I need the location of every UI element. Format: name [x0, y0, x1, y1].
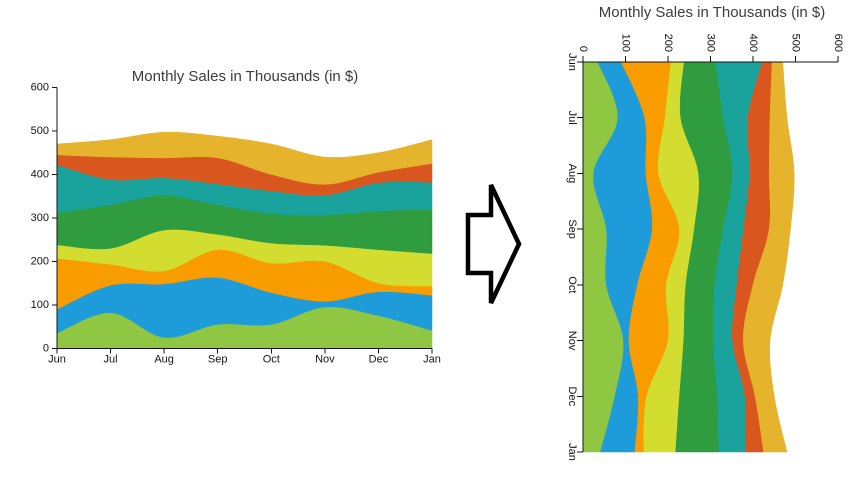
category-tick-label: Sep	[566, 219, 578, 239]
value-tick-label: 400	[31, 168, 49, 180]
right-chart-title: Monthly Sales in Thousands (in $)	[598, 4, 826, 21]
block-arrow-right-icon	[465, 184, 522, 304]
value-tick-label: 500	[790, 34, 802, 52]
category-tick-label: Oct	[263, 353, 280, 365]
category-tick-label: Dec	[566, 387, 578, 407]
value-tick-label: 0	[577, 46, 589, 52]
value-tick-label: 300	[705, 34, 717, 52]
category-tick-label: Dec	[369, 353, 389, 365]
value-tick-label: 600	[832, 34, 844, 52]
value-tick-label: 100	[620, 34, 632, 52]
category-tick-label: Jun	[48, 353, 66, 365]
left-chart-plot: 0 100 200 300 400 500 600 Jun Jul Aug Sep Oct Nov Dec…	[31, 81, 441, 365]
value-tick-label: 0	[43, 342, 49, 354]
category-tick-label: Aug	[154, 353, 174, 365]
category-tick-label: Jan	[423, 353, 441, 365]
category-tick-label: Nov	[566, 331, 578, 351]
category-tick-label: Jul	[104, 353, 118, 365]
area-band	[742, 61, 795, 453]
category-tick-label: Sep	[208, 353, 228, 365]
category-tick-label: Nov	[315, 353, 335, 365]
category-tick-label: Jan	[566, 443, 578, 461]
transpose-arrow-icon	[465, 184, 522, 304]
left-chart-title: Monthly Sales in Thousands (in $)	[131, 68, 359, 85]
category-tick-label: Jun	[566, 53, 578, 71]
value-tick-label: 500	[31, 125, 49, 137]
category-tick-label: Jul	[566, 111, 578, 125]
category-tick-label: Oct	[566, 276, 578, 293]
area-band	[56, 131, 433, 185]
value-tick-label: 200	[31, 255, 49, 267]
right-chart-plot: 0 100 200 300 400 500 600 Jun Jul Aug Sep Oct Nov Dec…	[566, 34, 844, 461]
value-tick-label: 100	[31, 299, 49, 311]
value-tick-label: 600	[31, 81, 49, 93]
value-tick-label: 400	[747, 34, 759, 52]
category-tick-label: Aug	[566, 164, 578, 184]
value-tick-label: 300	[31, 212, 49, 224]
value-tick-label: 200	[662, 34, 674, 52]
